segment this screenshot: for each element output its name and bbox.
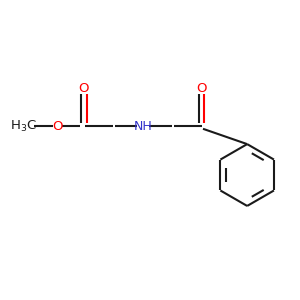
Text: $\mathregular{H_3C}$: $\mathregular{H_3C}$ — [10, 119, 37, 134]
Text: O: O — [79, 82, 89, 95]
Text: NH: NH — [133, 120, 152, 133]
Text: O: O — [52, 120, 62, 133]
Text: O: O — [196, 82, 207, 95]
